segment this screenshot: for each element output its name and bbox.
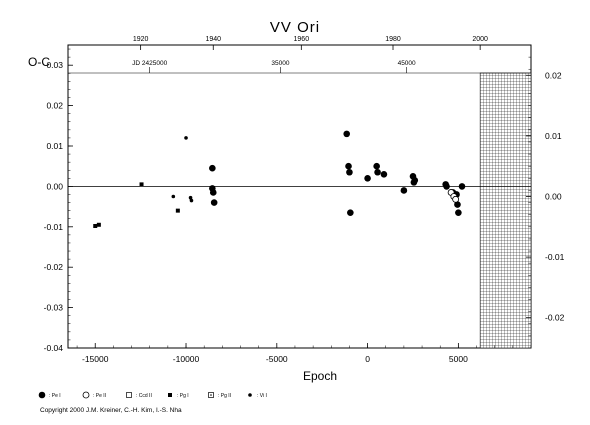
legend-marker — [168, 393, 172, 397]
legend-marker-center — [210, 394, 212, 396]
legend-marker — [126, 392, 132, 398]
data-point — [343, 130, 351, 138]
plot-border — [67, 44, 532, 349]
y-right-tick-label: 0.02 — [545, 70, 562, 80]
y-tick-label: 0.00 — [46, 181, 63, 191]
data-point — [346, 168, 353, 176]
data-point — [452, 195, 460, 203]
y-tick-label: 0.03 — [46, 60, 63, 70]
data-point — [364, 175, 371, 182]
data-point — [347, 209, 354, 216]
y-right-tick-label: -0.01 — [545, 252, 565, 262]
data-point — [400, 187, 408, 194]
top-year-label: 1960 — [294, 36, 310, 43]
x-tick-label: -10000 — [173, 354, 200, 364]
jd-label: 45000 — [398, 60, 416, 67]
legend-label: : Vi I — [257, 393, 267, 399]
x-tick-label: -5000 — [266, 354, 288, 364]
x-axis-label: Epoch — [303, 369, 337, 383]
jd-label: JD 2425000 — [132, 60, 167, 67]
plot-frame — [67, 44, 532, 349]
legend: : Pe I : Pe II : Ccd II : Pg I : Pg II : Vi I — [38, 391, 267, 399]
data-point — [139, 182, 144, 187]
data-point — [93, 223, 98, 228]
y-axis-label: O-C — [28, 55, 50, 69]
data-point — [454, 201, 461, 208]
legend-marker — [82, 391, 90, 399]
hatched-area — [479, 72, 532, 349]
data-point — [189, 198, 194, 203]
data-point — [374, 168, 381, 176]
chart-title: VV Ori — [270, 19, 320, 36]
legend-label: : Pe II — [93, 393, 106, 399]
data-point — [345, 162, 352, 170]
y-tick-label: -0.02 — [44, 262, 64, 272]
x-tick-label: 0 — [365, 354, 370, 364]
data-point — [188, 195, 193, 200]
x-tick-label: -15000 — [82, 354, 109, 364]
y-right-tick-label: -0.02 — [545, 313, 565, 323]
y-tick-label: 0.02 — [46, 101, 63, 111]
data-point — [184, 136, 188, 140]
data-point — [209, 189, 217, 196]
copyright-text: Copyright 2000 J.M. Kreiner, C.-H. Kim, … — [40, 407, 182, 414]
jd-label: 35000 — [271, 60, 289, 67]
data-point — [210, 199, 218, 206]
y-right-tick-label: 0.01 — [545, 131, 562, 141]
y-tick-label: -0.03 — [44, 303, 64, 313]
top-year-label: 1940 — [205, 36, 221, 43]
top-year-label: 1920 — [133, 36, 149, 43]
data-point — [380, 170, 388, 178]
data-point — [443, 183, 450, 190]
legend-marker — [248, 393, 252, 397]
legend-label: : Ccd II — [136, 393, 152, 399]
hatched-region — [479, 72, 532, 349]
legend-label: : Pg I — [177, 393, 189, 399]
y-tick-label: -0.04 — [44, 343, 64, 353]
data-point — [175, 208, 180, 213]
data-point — [455, 209, 462, 216]
data-point — [209, 164, 216, 172]
data-point — [458, 183, 466, 190]
data-point — [373, 162, 380, 170]
x-tick-label: 5000 — [449, 354, 468, 364]
top-year-label: 2000 — [472, 36, 488, 43]
legend-marker — [38, 391, 46, 399]
y-right-tick-label: 0.00 — [545, 192, 562, 202]
data-point — [411, 177, 419, 184]
data-point — [171, 194, 176, 199]
legend-label: : Pg II — [218, 393, 231, 399]
data-points — [93, 130, 466, 228]
axis-ticks: -0.04 -0.03 -0.02 -0.01 0.00 0.01 0.02 0.03 -0.0… — [44, 36, 565, 364]
y-tick-label: 0.01 — [46, 141, 63, 151]
y-tick-label: -0.01 — [44, 222, 64, 232]
data-point — [96, 222, 101, 227]
legend-label: : Pe I — [49, 393, 61, 399]
top-year-label: 1980 — [385, 36, 401, 43]
